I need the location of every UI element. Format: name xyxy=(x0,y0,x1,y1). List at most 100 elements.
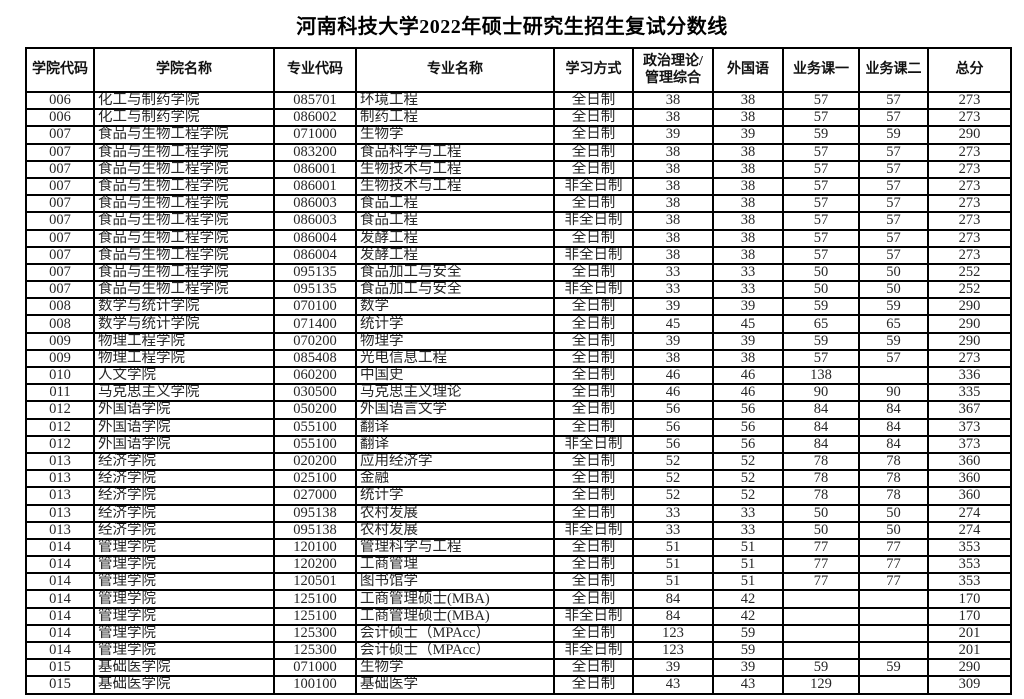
table-cell: 84 xyxy=(632,606,714,626)
table-cell: 食品加工与安全 xyxy=(355,262,555,283)
table-cell: 50 xyxy=(858,262,929,283)
table-cell: 014 xyxy=(25,589,95,609)
table-cell: 食品工程 xyxy=(355,211,555,231)
table-cell: 57 xyxy=(858,348,929,369)
table-cell: 57 xyxy=(782,194,860,214)
table-cell: 57 xyxy=(858,108,929,128)
table-cell: 食品加工与安全 xyxy=(355,280,555,300)
table-cell: 008 xyxy=(25,314,95,334)
table-cell: 90 xyxy=(782,383,860,403)
table-cell xyxy=(782,606,860,626)
table-cell: 77 xyxy=(782,537,860,558)
table-cell: 56 xyxy=(712,417,784,437)
table-cell: 物理工程学院 xyxy=(93,348,275,369)
table-cell: 非全日制 xyxy=(553,211,634,231)
table-cell: 071400 xyxy=(273,314,357,334)
table-cell: 120200 xyxy=(273,555,357,575)
table-cell: 管理学院 xyxy=(93,537,275,558)
table-cell: 290 xyxy=(927,331,1012,351)
table-cell: 全日制 xyxy=(553,503,634,523)
table-cell: 39 xyxy=(632,125,714,145)
table-cell: 非全日制 xyxy=(553,520,634,540)
table-cell: 129 xyxy=(782,675,860,695)
table-cell: 管理学院 xyxy=(93,589,275,609)
table-cell: 外国语言文学 xyxy=(355,400,555,420)
table-cell: 012 xyxy=(25,417,95,437)
table-cell: 373 xyxy=(927,417,1012,437)
table-cell: 38 xyxy=(632,228,714,248)
table-row: 007 食品与生物工程学院 095135 食品加工与安全 全日制 33 33 50 50 252 xyxy=(25,262,1012,283)
table-cell: 78 xyxy=(782,469,860,489)
table-cell: 制药工程 xyxy=(355,108,555,128)
table-cell: 014 xyxy=(25,606,95,626)
table-cell: 273 xyxy=(927,176,1012,197)
table-cell: 007 xyxy=(25,176,95,197)
table-cell: 201 xyxy=(927,623,1012,644)
table-cell: 化工与制药学院 xyxy=(93,90,275,111)
table-cell: 全日制 xyxy=(553,675,634,695)
table-cell: 78 xyxy=(858,451,929,472)
table-cell: 273 xyxy=(927,211,1012,231)
table-cell: 84 xyxy=(782,434,860,454)
table-cell: 085701 xyxy=(273,90,357,111)
table-cell: 290 xyxy=(927,314,1012,334)
table-cell: 373 xyxy=(927,434,1012,454)
table-cell: 全日制 xyxy=(553,469,634,489)
table-cell: 050200 xyxy=(273,400,357,420)
table-cell: 43 xyxy=(712,675,784,695)
table-row: 015 基础医学院 100100 基础医学 全日制 43 43 129 309 xyxy=(25,675,1012,695)
table-cell: 84 xyxy=(782,417,860,437)
table-cell: 59 xyxy=(782,125,860,145)
table-cell: 全日制 xyxy=(553,365,634,386)
table-cell: 009 xyxy=(25,331,95,351)
table-cell: 管理学院 xyxy=(93,555,275,575)
table-cell: 46 xyxy=(632,383,714,403)
table-cell: 全日制 xyxy=(553,555,634,575)
table-cell: 化工与制药学院 xyxy=(93,108,275,128)
table-cell: 59 xyxy=(782,297,860,317)
table-cell: 273 xyxy=(927,194,1012,214)
column-header-total-score: 总分 xyxy=(927,47,1012,93)
table-cell: 38 xyxy=(632,90,714,111)
table-cell: 56 xyxy=(712,434,784,454)
table-cell: 025100 xyxy=(273,469,357,489)
table-cell: 273 xyxy=(927,228,1012,248)
table-row: 007 食品与生物工程学院 083200 食品科学与工程 全日制 38 38 57 57 273 xyxy=(25,142,1012,162)
table-cell: 014 xyxy=(25,623,95,644)
table-cell: 57 xyxy=(858,228,929,248)
table-cell: 非全日制 xyxy=(553,434,634,454)
table-cell xyxy=(858,623,929,644)
table-cell: 基础医学院 xyxy=(93,675,275,695)
table-cell: 060200 xyxy=(273,365,357,386)
table-row: 012 外国语学院 055100 翻译 全日制 56 56 84 84 373 xyxy=(25,417,1012,437)
table-cell: 009 xyxy=(25,348,95,369)
table-row: 014 管理学院 120200 工商管理 全日制 51 51 77 77 353 xyxy=(25,555,1012,575)
table-row: 015 基础医学院 071000 生物学 全日制 39 39 59 59 290 xyxy=(25,658,1012,678)
table-cell: 57 xyxy=(858,245,929,265)
table-cell: 38 xyxy=(712,90,784,111)
column-header-politics-management: 政治理论/ 管理综合 xyxy=(632,47,714,93)
table-cell: 全日制 xyxy=(553,194,634,214)
table-cell: 125300 xyxy=(273,623,357,644)
table-cell: 生物学 xyxy=(355,125,555,145)
table-cell: 59 xyxy=(782,658,860,678)
table-cell: 57 xyxy=(782,90,860,111)
table-cell: 77 xyxy=(782,572,860,592)
table-cell: 360 xyxy=(927,469,1012,489)
table-row: 007 食品与生物工程学院 071000 生物学 全日制 39 39 59 59 290 xyxy=(25,125,1012,145)
table-cell: 39 xyxy=(712,125,784,145)
table-cell: 38 xyxy=(632,108,714,128)
table-cell: 全日制 xyxy=(553,417,634,437)
table-row: 009 物理工程学院 085408 光电信息工程 全日制 38 38 57 57 273 xyxy=(25,348,1012,369)
table-cell: 应用经济学 xyxy=(355,451,555,472)
table-cell: 84 xyxy=(632,589,714,609)
table-cell: 78 xyxy=(782,451,860,472)
table-cell: 201 xyxy=(927,640,1012,661)
table-cell: 全日制 xyxy=(553,262,634,283)
table-cell: 360 xyxy=(927,451,1012,472)
table-cell: 全日制 xyxy=(553,159,634,179)
table-cell: 51 xyxy=(712,555,784,575)
table-cell: 工商管理硕士(MBA) xyxy=(355,606,555,626)
table-cell: 会计硕士（MPAcc） xyxy=(355,623,555,644)
table-cell: 工商管理 xyxy=(355,555,555,575)
